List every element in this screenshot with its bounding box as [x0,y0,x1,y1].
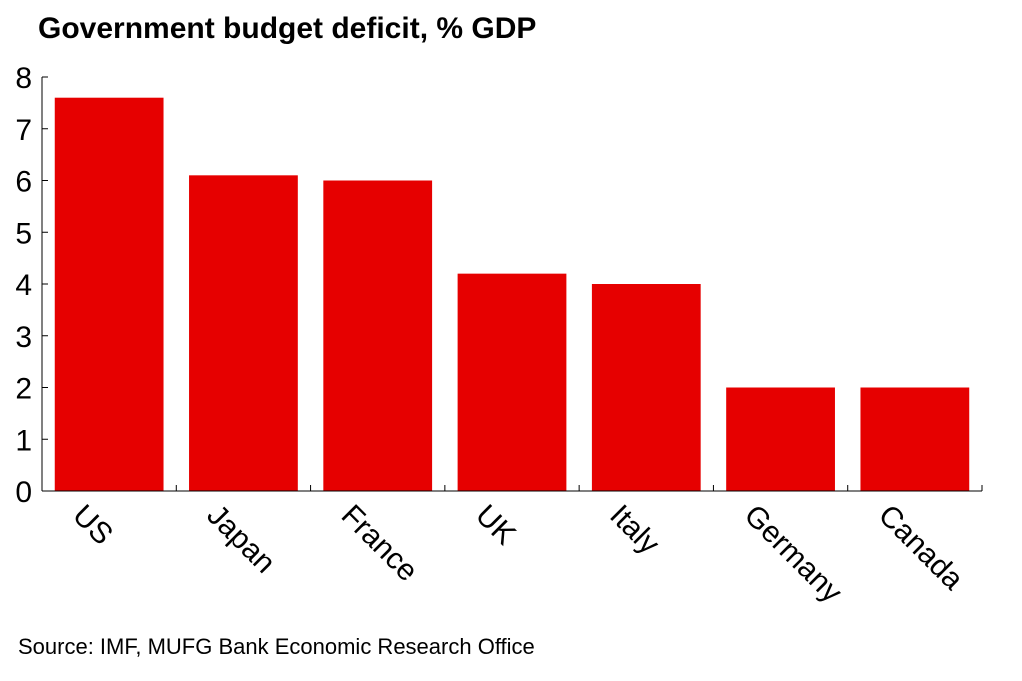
y-axis: 0 1 2 3 4 5 6 7 8 [15,62,48,509]
x-tick-label: France [335,499,424,588]
y-tick-label: 1 [15,424,32,457]
bar-france [323,180,433,491]
y-tick-label: 4 [15,269,32,302]
x-tick-label: US [66,499,119,552]
y-tick-label: 0 [15,476,32,509]
x-axis: US Japan France UK Italy Germany Canada [42,485,983,610]
y-tick-label: 2 [15,373,32,406]
x-tick-label: Canada [872,499,970,597]
y-tick-label: 5 [15,217,32,250]
chart-title: Government budget deficit, % GDP [38,12,537,45]
y-tick-label: 3 [15,321,32,354]
bar-italy [591,284,701,491]
bar-us [54,97,164,491]
x-tick-label: Italy [603,499,665,561]
bar-germany [726,387,835,491]
bar-japan [189,175,298,491]
y-tick-label: 6 [15,166,32,199]
x-tick-label: UK [469,499,522,552]
y-tick-label: 8 [15,62,32,95]
x-tick-label: Germany [738,499,849,610]
bars [54,97,970,491]
source-note: Source: IMF, MUFG Bank Economic Research… [18,634,535,659]
x-tick-label: Japan [200,499,281,580]
y-tick-label: 7 [15,114,32,147]
bar-chart: 0 1 2 3 4 5 6 7 8 US Japan France UK Italy Germany Can… [15,62,983,610]
bar-uk [457,273,567,491]
bar-canada [860,387,970,491]
